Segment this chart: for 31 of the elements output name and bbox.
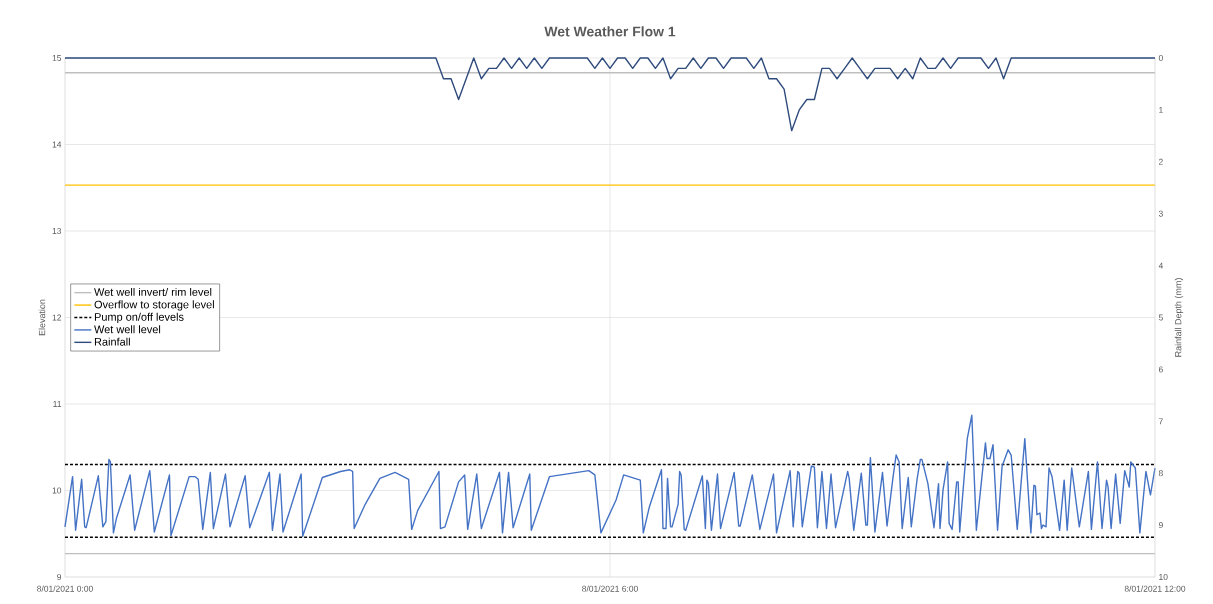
y2-tick-label: 3 — [1158, 210, 1163, 217]
y2-tick-label: 10 — [1159, 574, 1168, 580]
y-tick-label: 15 — [52, 55, 62, 61]
y-tick-label: 12 — [52, 314, 62, 321]
y-tick-label: 11 — [53, 401, 62, 407]
y-tick-label: 14 — [52, 141, 62, 148]
y2-tick-label: 7 — [1158, 418, 1163, 425]
legend-label: Rainfall — [94, 337, 130, 346]
legend-label: Wet well invert/ rim level — [94, 287, 212, 296]
chart-title: Wet Weather Flow 1 — [544, 26, 676, 37]
legend-label: Overflow to storage level — [94, 300, 214, 311]
line-series — [64, 414, 1156, 538]
y2-tick-label: 6 — [1158, 366, 1163, 373]
y-tick-label: 9 — [57, 574, 62, 580]
legend-label: Wet well level — [94, 325, 161, 334]
x-tick-label: 8/01/2021 12:00 — [1124, 585, 1186, 592]
y2-tick-label: 9 — [1158, 522, 1163, 529]
x-tick-label: 8/01/2021 6:00 — [582, 585, 638, 592]
y-axis-title: Elevation — [38, 299, 46, 336]
y2-axis-title: Rainfall Depth (mm) — [1174, 278, 1184, 357]
y-tick-label: 10 — [52, 487, 62, 494]
y2-tick-label: 5 — [1158, 314, 1163, 321]
y2-tick-label: 4 — [1158, 262, 1163, 269]
legend-label: Pump on/off levels — [94, 312, 184, 323]
y2-tick-label: 0 — [1158, 55, 1163, 61]
line-series — [64, 57, 1156, 132]
y-tick-label: 13 — [52, 228, 62, 234]
y2-tick-label: 1 — [1159, 106, 1163, 113]
y2-tick-label: 8 — [1158, 470, 1163, 477]
x-tick-label: 8/01/2021 0:00 — [37, 585, 93, 592]
y2-tick-label: 2 — [1158, 158, 1163, 165]
